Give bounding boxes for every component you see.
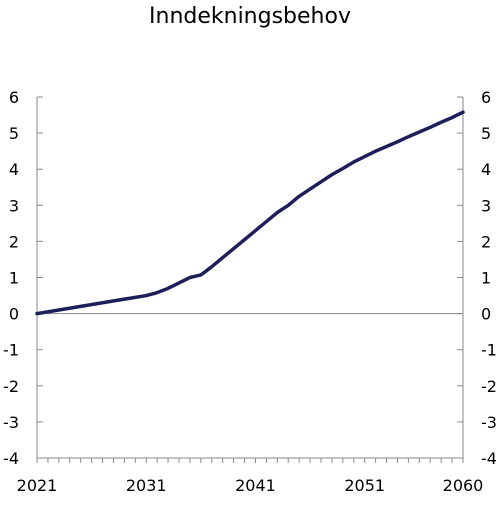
y-tick-label-right: 1 (481, 269, 491, 288)
x-tick-label: 2031 (126, 476, 167, 495)
chart-title: Inndekningsbehov (149, 4, 351, 29)
y-tick-label-left: 1 (9, 269, 19, 288)
y-tick-label-right: 2 (481, 232, 491, 251)
y-tick-label-right: 3 (481, 196, 491, 215)
x-tick-label: 2060 (443, 476, 484, 495)
y-tick-label-right: -3 (481, 413, 497, 432)
y-tick-label-right: 6 (481, 88, 491, 107)
y-tick-label-left: 5 (9, 124, 19, 143)
y-tick-label-left: 6 (9, 88, 19, 107)
y-tick-label-left: 0 (9, 305, 19, 324)
series-line (35, 110, 465, 316)
y-tick-label-left: 3 (9, 196, 19, 215)
y-tick-label-right: 5 (481, 124, 491, 143)
x-tick-label: 2051 (344, 476, 385, 495)
y-tick-label-right: -4 (481, 449, 497, 468)
y-tick-label-right: -1 (481, 341, 497, 360)
x-tick-label: 2041 (235, 476, 276, 495)
y-tick-label-right: 4 (481, 160, 491, 179)
y-tick-label-left: -4 (3, 449, 19, 468)
y-tick-label-left: -2 (3, 377, 19, 396)
y-tick-label-left: -3 (3, 413, 19, 432)
y-tick-label-right: -2 (481, 377, 497, 396)
y-tick-label-left: -1 (3, 341, 19, 360)
y-tick-label-left: 4 (9, 160, 19, 179)
y-tick-label-left: 2 (9, 232, 19, 251)
x-tick-label: 2021 (17, 476, 58, 495)
y-tick-label-right: 0 (481, 305, 491, 324)
